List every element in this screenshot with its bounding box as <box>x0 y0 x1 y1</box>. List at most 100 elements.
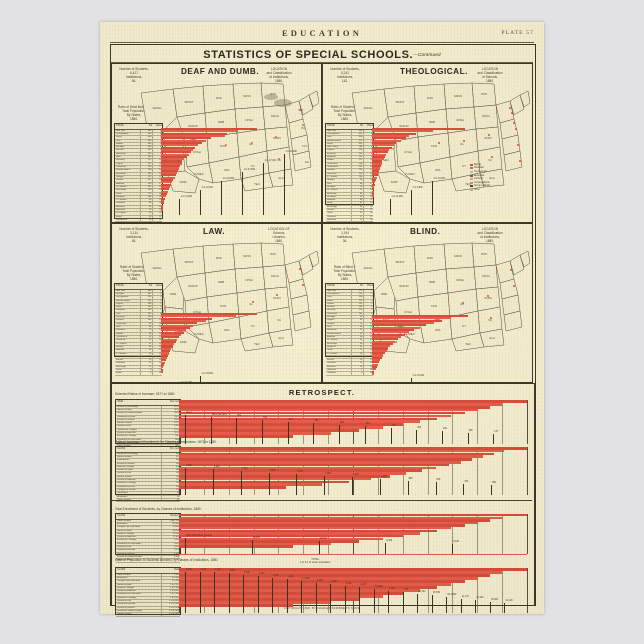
bar <box>372 331 409 334</box>
retrospect-chart-3-table[interactable]: CLASS Students Public Schools 9,867,505 Ac… <box>115 513 181 563</box>
cell-state: Maryland <box>115 195 141 199</box>
cell-value: 243 <box>352 149 364 152</box>
col-state: STATE <box>327 284 335 287</box>
cell-label: Schools of Technology <box>116 405 163 408</box>
svg-text:OHIO: OHIO <box>484 136 492 140</box>
cell-rank: 1 <box>364 130 373 132</box>
svg-text:TEX: TEX <box>254 342 260 346</box>
panel-deaf-and-dumb[interactable]: DEAF AND DUMB. LOCATION and Classificati… <box>111 63 322 223</box>
panel-data-table[interactable]: STATE No. Rank New York 498 1 Michigan 387 2 P… <box>114 283 163 376</box>
value-leader-line <box>228 573 230 613</box>
bar <box>179 477 371 481</box>
cell-state: Iowa <box>115 326 141 329</box>
table-row: Wisconsin11814 <box>326 172 373 176</box>
us-map[interactable]: WASH MONT DAK MINN WIS ORE IDAHO NEB IOWA MI… <box>133 235 319 355</box>
table-row: Louisiana1323 <box>326 362 373 366</box>
bar <box>161 361 165 364</box>
table-row: Alabama3519 <box>115 349 162 353</box>
table-row: Michigan 387 2 <box>115 292 162 297</box>
bar <box>372 366 377 369</box>
cell-value: 682 <box>141 129 153 132</box>
bar <box>372 158 384 161</box>
panel-theological[interactable]: THEOLOGICAL. LOCATION and Classification… <box>322 63 533 223</box>
table-row: Institutions for Deaf-Mutes 84.3 <box>116 438 180 443</box>
table-row: New York 271 1 <box>326 289 373 293</box>
value-label: 4,410 <box>215 569 221 571</box>
table-row: Ohio4383 <box>326 136 373 140</box>
cell-rank: 15 <box>153 176 162 178</box>
value-label: 4,140 <box>213 466 220 469</box>
cell-value: 55 <box>352 195 364 199</box>
value-label: 501 <box>237 415 242 418</box>
retrospect-chart-2-table[interactable]: CLASS Per cent. Schools of Technology 684… <box>115 446 181 503</box>
cell-value: 66 <box>141 212 153 215</box>
value-label: 2,100 <box>297 471 304 474</box>
cell-value: 188 <box>141 169 153 172</box>
legend-item: Roman Catholic <box>470 185 528 189</box>
cell-state: Texas <box>115 192 141 195</box>
cell-value: 1 to 16,007 <box>169 600 180 603</box>
table-row: Iowa2449 <box>115 156 162 160</box>
table-row: Virginia 188 5 <box>115 302 162 307</box>
bar <box>161 202 164 205</box>
cell-value: 149 <box>141 309 153 312</box>
panel-data-table[interactable]: STATE No. Rank New York9301Pennsylvania6… <box>325 123 374 223</box>
cell-rank: 29 <box>364 222 373 223</box>
retrospect-chart-1-table[interactable]: ITEM Per cent. Schools of Technology 761.… <box>115 399 181 449</box>
cell-label: Institutions for Deaf-Mutes <box>116 438 163 442</box>
value-label: 1,860 <box>273 574 279 577</box>
table-row: Louisiana8823 <box>115 202 162 206</box>
cell-value: 131 <box>141 185 153 189</box>
cell-rank: 21 <box>364 196 373 198</box>
us-map[interactable]: WASH MONT DAK MINN WIS ORE IDAHO NEB IOWA MI… <box>344 235 530 355</box>
cell-label: Institutions for Deaf <box>116 485 163 489</box>
cell-rank: 12 <box>153 326 162 328</box>
cell-label: Institutions for Blind <box>116 415 163 418</box>
cell-state: Connecticut <box>115 219 141 222</box>
value-leader-line <box>286 579 288 613</box>
bar <box>372 363 378 366</box>
cell-label: Reform Schools <box>116 559 163 562</box>
cell-state: Arkansas <box>115 205 141 209</box>
panel-bar-chart <box>372 128 522 206</box>
value-leader-line <box>243 574 244 613</box>
value-leader-line <box>359 587 360 613</box>
table-row: Institutions for Deaf 128 <box>116 485 180 490</box>
svg-text:WIS: WIS <box>270 252 276 256</box>
value-label: 1,105 <box>360 584 366 587</box>
panel-blind[interactable]: BLIND. LOCATION and Classification of In… <box>322 223 533 383</box>
svg-text:ALA: ALA <box>278 336 284 340</box>
us-map-svg: WASH MONT DAK MINN WIS ORE IDAHO NEB IOWA MI… <box>138 242 319 354</box>
bar <box>161 357 167 360</box>
legend-item: Other <box>470 188 528 192</box>
cell-label: Colleges for Women <box>116 489 163 492</box>
svg-text:WIS: WIS <box>481 252 487 256</box>
cell-value: 930 <box>352 129 364 132</box>
table-row: Colleges and Universities 58,894 <box>116 526 180 530</box>
panel-data-table[interactable]: STATE No. Rank New York6821Pennsylvania5… <box>114 123 163 223</box>
table-row: Business Colleges 1 to 1,848 <box>116 586 180 591</box>
bar <box>372 151 388 154</box>
value-label: 254 <box>365 423 370 426</box>
svg-text:MONT: MONT <box>396 100 405 104</box>
cell-value: 178 <box>175 479 180 482</box>
panel-data-table[interactable]: STATE No. Rank New York 271 1 Pennsylvania 2… <box>325 283 374 376</box>
bar <box>179 534 403 538</box>
cell-state: N. Carolina <box>115 185 141 189</box>
cell-rank: 8 <box>371 312 373 315</box>
value-leader-line <box>407 480 409 495</box>
cell-label: Schools of Theology <box>116 539 163 542</box>
bar <box>179 472 407 475</box>
bar <box>161 181 173 184</box>
cell-state: Alabama <box>115 182 141 185</box>
cell-value: 13 <box>352 362 364 365</box>
retrospect-chart-4-table[interactable]: CLASS Ratio Public Schools 1 to 5 Academie… <box>115 567 181 617</box>
cell-rank: 11 <box>364 163 373 165</box>
retrospect-chart-4-subnote: TOTAL: 1 to 5.1 of entire population. <box>300 558 331 564</box>
table-row: Schools of Technology 761.4 <box>116 405 180 409</box>
panel-law[interactable]: LAW. LOCATION OF Schools, Libraries, 188… <box>111 223 322 383</box>
table-row: Commercial Colleges 131.4 <box>116 428 180 433</box>
table-row: Mississippi1124 <box>115 365 162 370</box>
bar <box>372 326 420 329</box>
bar <box>372 167 380 170</box>
